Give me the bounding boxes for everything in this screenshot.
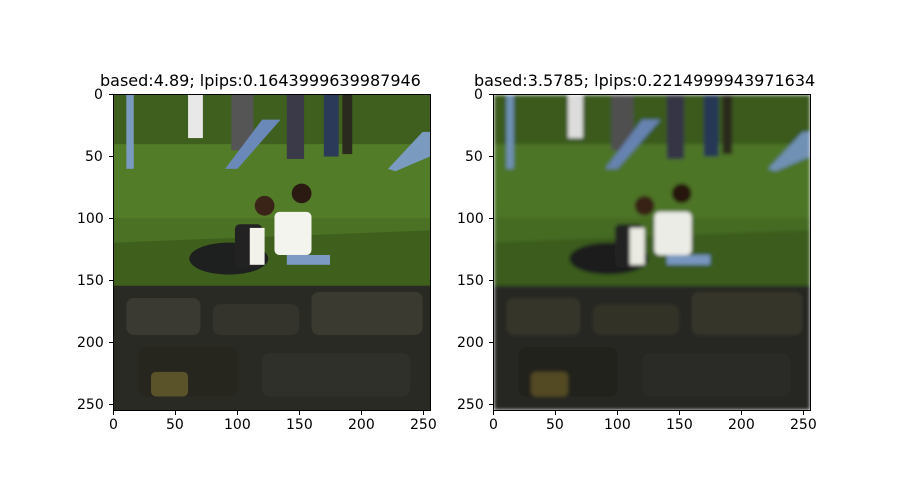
- x-tick-label: 0: [489, 417, 498, 433]
- y-tick: [109, 342, 113, 343]
- park-photo-sharp: [114, 95, 430, 410]
- y-tick: [489, 156, 493, 157]
- x-tick: [679, 411, 680, 415]
- panel-title: based:3.5785; lpips:0.2214999943971634: [474, 71, 816, 90]
- y-tick-label: 150: [77, 273, 104, 289]
- photo-right: [493, 94, 811, 411]
- x-tick: [617, 411, 618, 415]
- x-tick: [299, 411, 300, 415]
- x-tick: [361, 411, 362, 415]
- x-tick: [175, 411, 176, 415]
- x-tick: [555, 411, 556, 415]
- y-tick: [489, 218, 493, 219]
- y-tick-label: 200: [457, 335, 484, 351]
- x-tick: [423, 411, 424, 415]
- y-tick: [109, 156, 113, 157]
- y-tick-label: 250: [77, 397, 104, 413]
- y-tick: [489, 342, 493, 343]
- y-tick-label: 0: [94, 87, 103, 103]
- x-tick-label: 200: [348, 417, 375, 433]
- y-tick-label: 50: [85, 149, 103, 165]
- x-tick: [237, 411, 238, 415]
- x-tick-label: 200: [728, 417, 755, 433]
- x-tick-label: 100: [224, 417, 251, 433]
- y-tick: [109, 404, 113, 405]
- x-tick-label: 50: [166, 417, 184, 433]
- x-tick-label: 250: [410, 417, 437, 433]
- y-tick: [489, 404, 493, 405]
- x-tick-label: 250: [790, 417, 817, 433]
- panel-title: based:4.89; lpips:0.1643999639987946: [100, 71, 421, 90]
- y-tick-label: 200: [77, 335, 104, 351]
- x-tick-label: 50: [546, 417, 564, 433]
- y-tick-label: 0: [474, 87, 483, 103]
- x-tick: [493, 411, 494, 415]
- x-tick-label: 150: [286, 417, 313, 433]
- x-tick-label: 0: [109, 417, 118, 433]
- y-tick: [489, 94, 493, 95]
- y-tick-label: 150: [457, 273, 484, 289]
- x-tick-label: 100: [604, 417, 631, 433]
- y-tick-label: 50: [465, 149, 483, 165]
- park-photo-blurred: [494, 95, 810, 410]
- y-tick-label: 100: [457, 211, 484, 227]
- x-tick: [113, 411, 114, 415]
- y-tick-label: 100: [77, 211, 104, 227]
- y-tick: [109, 94, 113, 95]
- x-tick: [803, 411, 804, 415]
- y-tick-label: 250: [457, 397, 484, 413]
- y-tick: [489, 280, 493, 281]
- x-tick: [741, 411, 742, 415]
- y-tick: [109, 280, 113, 281]
- x-tick-label: 150: [666, 417, 693, 433]
- photo-left: [113, 94, 431, 411]
- y-tick: [109, 218, 113, 219]
